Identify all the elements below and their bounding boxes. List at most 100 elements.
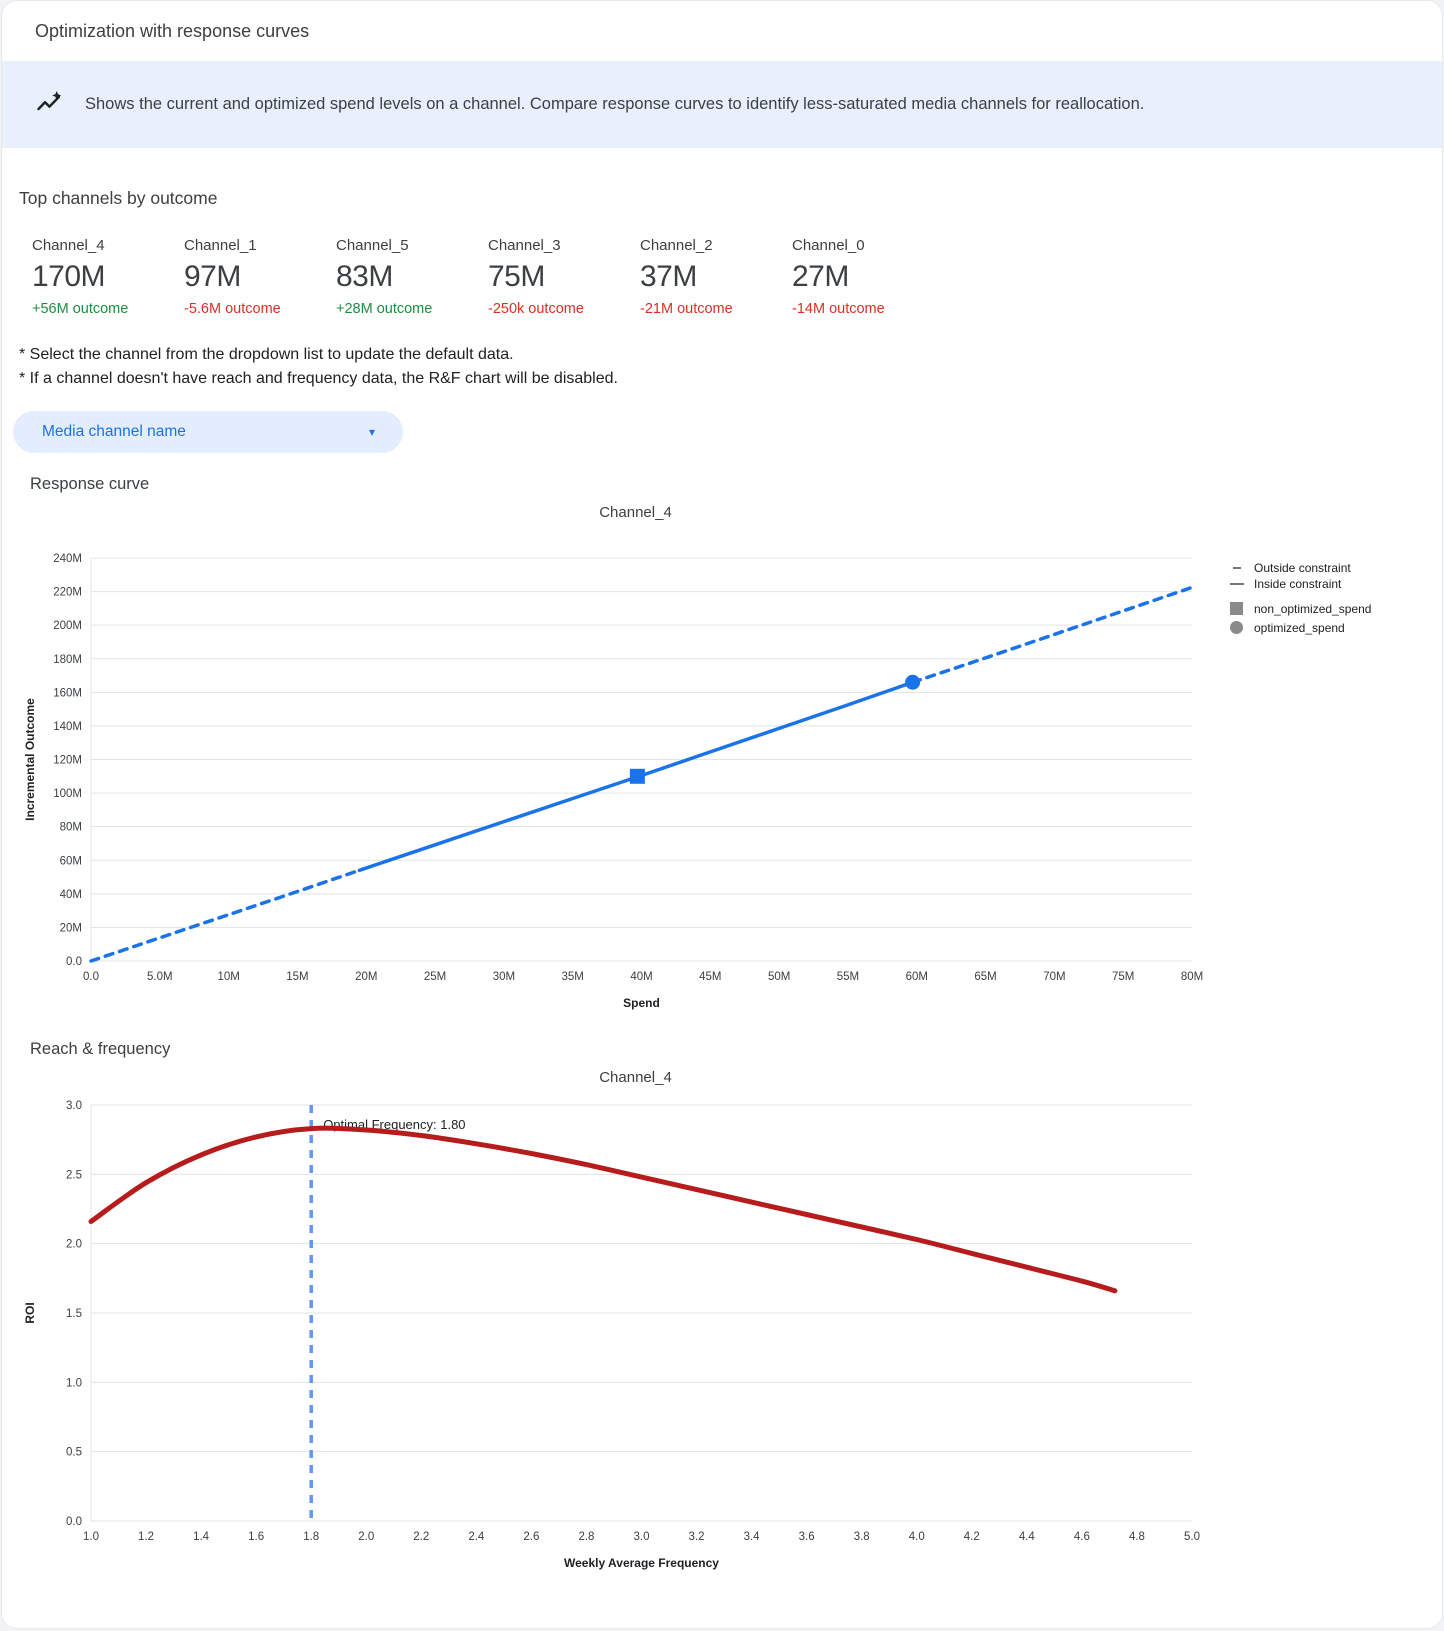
legend-item-outside-constraint[interactable]: Outside constraint [1230,560,1371,576]
channel-card: Channel_5 83M +28M outcome [336,237,488,317]
content-area: Top channels by outcome Channel_4 170M +… [2,188,1442,1608]
svg-text:50M: 50M [768,971,790,983]
svg-text:4.6: 4.6 [1074,1531,1090,1543]
response-curve-heading: Response curve [30,475,150,493]
channel-outcome: +28M outcome [336,301,433,317]
response-curve-chart: Channel_4 0.0 20M 40M 60M 80M 100M 120M 140M 160… [19,504,1425,1018]
channel-card: Channel_1 97M -5.6M outcome [184,237,336,317]
reach-frequency-chart: Channel_4 0.0 0.5 1.0 1.5 2.0 2.5 3.0 1.0 1.2 1.4… [19,1069,1425,1578]
svg-text:1.5: 1.5 [66,1308,82,1320]
svg-text:100M: 100M [53,788,82,800]
info-banner: Shows the current and optimized spend le… [2,61,1442,148]
svg-text:1.6: 1.6 [248,1531,264,1543]
top-channels-heading: Top channels by outcome [19,188,218,208]
svg-text:120M: 120M [53,755,82,767]
svg-text:45M: 45M [699,971,721,983]
svg-text:1.4: 1.4 [193,1531,210,1543]
svg-text:15M: 15M [286,971,308,983]
svg-text:1.0: 1.0 [83,1531,99,1543]
svg-text:2.4: 2.4 [468,1531,485,1543]
svg-text:2.5: 2.5 [66,1169,82,1181]
reach-frequency-plot[interactable]: 0.0 0.5 1.0 1.5 2.0 2.5 3.0 1.0 1.2 1.4 1.6 1.8 2.0 2… [19,1093,1204,1573]
svg-text:35M: 35M [562,971,584,983]
svg-text:0.0: 0.0 [66,1516,82,1528]
footnote-rf: * If a channel doesn't have reach and fr… [19,370,618,387]
svg-text:3.2: 3.2 [689,1531,705,1543]
svg-text:10M: 10M [217,971,239,983]
svg-text:160M: 160M [53,687,82,699]
channel-value: 97M [184,260,241,293]
legend-label: Inside constraint [1254,577,1342,591]
legend-label: non_optimized_spend [1254,601,1372,616]
footnotes: * Select the channel from the dropdown l… [19,343,1425,391]
channel-outcome: +56M outcome [32,301,129,317]
channel-value: 170M [32,260,106,293]
svg-text:2.2: 2.2 [413,1531,429,1543]
svg-text:30M: 30M [493,971,515,983]
svg-text:40M: 40M [630,971,652,983]
channel-cards-row: Channel_4 170M +56M outcome Channel_1 97… [32,237,1425,317]
svg-text:55M: 55M [837,971,859,983]
channel-outcome: -5.6M outcome [184,301,281,317]
channel-card: Channel_0 27M -14M outcome [792,237,944,317]
legend-label: Outside constraint [1254,561,1351,575]
circle-marker-swatch [1230,621,1243,634]
svg-text:140M: 140M [53,721,82,733]
channel-card: Channel_4 170M +56M outcome [32,237,184,317]
svg-text:240M: 240M [53,553,82,565]
channel-outcome: -21M outcome [640,301,733,317]
channel-name: Channel_2 [640,237,713,254]
svg-text:2.6: 2.6 [523,1531,539,1543]
svg-text:3.6: 3.6 [799,1531,815,1543]
reach-frequency-heading: Reach & frequency [30,1040,171,1058]
svg-text:2.0: 2.0 [358,1531,374,1543]
svg-text:25M: 25M [424,971,446,983]
svg-text:20M: 20M [60,922,82,934]
legend-item-non-optimized-spend[interactable]: non_optimized_spend [1230,599,1371,618]
svg-text:200M: 200M [53,620,82,632]
response-curve-plot[interactable]: 0.0 20M 40M 60M 80M 100M 120M 140M 160M 180M 200M 2… [19,528,1204,1013]
dropdown-caret-icon: ▾ [368,425,375,439]
svg-text:ROI: ROI [23,1302,37,1323]
svg-text:Incremental Outcome: Incremental Outcome [23,698,37,821]
svg-text:4.4: 4.4 [1019,1531,1036,1543]
svg-text:0.5: 0.5 [66,1447,82,1459]
svg-text:65M: 65M [974,971,996,983]
svg-text:60M: 60M [906,971,928,983]
svg-text:220M: 220M [53,587,82,599]
svg-text:80M: 80M [1181,971,1203,983]
channel-value: 75M [488,260,545,293]
svg-text:1.0: 1.0 [66,1377,82,1389]
svg-text:Spend: Spend [623,996,660,1010]
svg-text:3.0: 3.0 [66,1100,82,1112]
chart-legend: Outside constraint Inside constraint non… [1230,560,1371,637]
svg-text:3.4: 3.4 [744,1531,761,1543]
channel-value: 83M [336,260,393,293]
channel-name: Channel_4 [32,237,105,254]
channel-card: Channel_3 75M -250k outcome [488,237,640,317]
svg-text:5.0M: 5.0M [147,971,173,983]
svg-text:Weekly Average Frequency: Weekly Average Frequency [564,1556,719,1570]
svg-text:70M: 70M [1043,971,1065,983]
insights-icon [35,88,63,121]
svg-text:3.8: 3.8 [854,1531,870,1543]
media-channel-dropdown[interactable]: Media channel name ▾ [13,411,403,453]
legend-item-optimized-spend[interactable]: optimized_spend [1230,618,1371,637]
svg-text:80M: 80M [60,822,82,834]
legend-label: optimized_spend [1254,620,1345,635]
channel-outcome: -14M outcome [792,301,885,317]
svg-text:180M: 180M [53,654,82,666]
banner-description: Shows the current and optimized spend le… [85,95,1145,113]
channel-card: Channel_2 37M -21M outcome [640,237,792,317]
channel-value: 37M [640,260,697,293]
legend-item-inside-constraint[interactable]: Inside constraint [1230,576,1371,592]
svg-text:4.2: 4.2 [964,1531,980,1543]
response-chart-title: Channel_4 [599,504,672,521]
channel-name: Channel_3 [488,237,561,254]
channel-name: Channel_1 [184,237,257,254]
svg-text:2.0: 2.0 [66,1239,82,1251]
svg-text:0.0: 0.0 [83,971,99,983]
page-title: Optimization with response curves [35,20,310,41]
svg-text:5.0: 5.0 [1184,1531,1200,1543]
